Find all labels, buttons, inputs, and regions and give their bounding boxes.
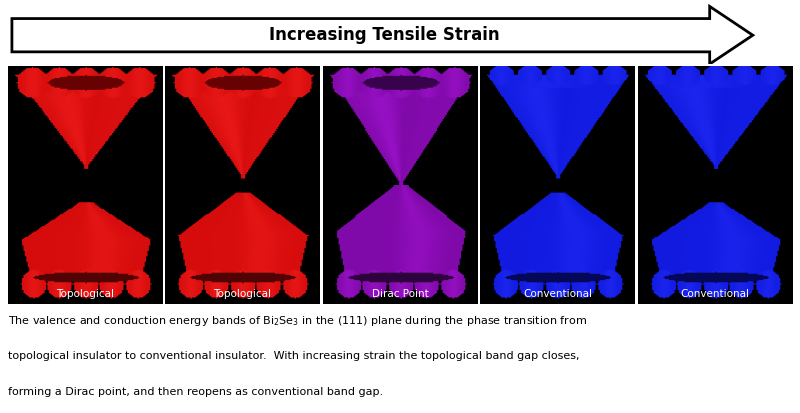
Text: Topological: Topological: [214, 289, 271, 299]
Text: The valence and conduction energy bands of Bi$_2$Se$_3$ in the (111) plane durin: The valence and conduction energy bands …: [8, 314, 587, 328]
Text: Conventional: Conventional: [523, 289, 592, 299]
Text: topological insulator to conventional insulator.  With increasing strain the top: topological insulator to conventional in…: [8, 351, 579, 361]
Text: Increasing Tensile Strain: Increasing Tensile Strain: [269, 26, 500, 44]
FancyArrow shape: [12, 6, 753, 64]
Text: Conventional: Conventional: [680, 289, 750, 299]
Text: forming a Dirac point, and then reopens as conventional band gap.: forming a Dirac point, and then reopens …: [8, 387, 383, 397]
Text: Topological: Topological: [56, 289, 114, 299]
Text: Dirac Point: Dirac Point: [372, 289, 428, 299]
